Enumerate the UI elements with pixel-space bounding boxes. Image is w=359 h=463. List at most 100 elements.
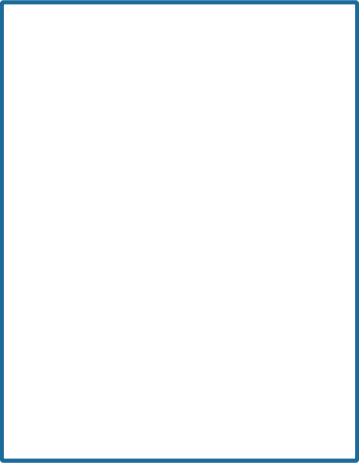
Circle shape [70,275,98,312]
Circle shape [74,280,93,304]
Circle shape [159,196,176,217]
Circle shape [43,153,57,172]
Circle shape [128,279,150,307]
Circle shape [44,280,62,304]
Circle shape [98,66,113,85]
Circle shape [123,363,146,393]
Circle shape [39,103,63,133]
Circle shape [70,365,88,389]
Circle shape [67,151,84,173]
Circle shape [102,195,119,218]
Circle shape [186,197,201,216]
Text: =: = [294,281,304,291]
Circle shape [71,239,89,261]
Circle shape [67,189,96,226]
Text: 7): 7) [14,320,24,330]
Text: 1): 1) [14,63,24,73]
FancyBboxPatch shape [13,6,52,25]
Circle shape [68,108,83,127]
Circle shape [149,152,165,172]
Circle shape [116,109,129,126]
Text: =: = [294,239,304,249]
Circle shape [39,149,62,177]
Circle shape [126,189,154,226]
Circle shape [172,146,198,180]
Circle shape [150,238,171,264]
Text: Learning: Learning [41,11,86,20]
Text: K5: K5 [14,11,26,20]
Text: 3): 3) [14,150,24,160]
Circle shape [138,109,151,126]
Circle shape [98,190,124,225]
Circle shape [95,234,122,268]
Circle shape [65,360,94,397]
Text: 2): 2) [14,105,24,115]
Text: Grade 2 Counting Money Worksheet: Grade 2 Counting Money Worksheet [18,42,163,51]
Circle shape [39,190,66,225]
Text: =: = [294,151,304,161]
Text: 8): 8) [14,365,24,375]
Text: =: = [294,366,304,376]
Circle shape [91,146,118,180]
Text: =: = [294,321,304,332]
Circle shape [110,316,136,350]
Circle shape [146,147,170,179]
Circle shape [182,193,205,222]
Text: ©  www.k5learning.com: © www.k5learning.com [252,444,345,453]
Circle shape [43,66,59,86]
Circle shape [65,104,87,132]
Circle shape [113,105,134,131]
Circle shape [127,239,144,261]
Circle shape [156,191,181,224]
Circle shape [104,281,121,303]
Circle shape [153,242,167,259]
Text: 4): 4) [14,194,24,204]
Text: =: = [294,195,304,206]
Circle shape [65,322,81,343]
Circle shape [43,107,59,127]
Circle shape [62,318,86,349]
Circle shape [88,320,108,347]
Circle shape [151,367,167,388]
Circle shape [43,239,61,261]
Circle shape [123,235,149,267]
Circle shape [148,363,172,394]
Circle shape [88,103,111,133]
Circle shape [95,361,122,395]
Text: 5): 5) [14,238,24,248]
Text: =: = [294,106,304,116]
Circle shape [119,147,144,179]
Circle shape [39,234,66,268]
Circle shape [114,321,131,344]
Circle shape [67,234,94,268]
Circle shape [99,366,117,388]
Circle shape [39,61,63,92]
Circle shape [174,360,202,397]
Circle shape [123,151,139,173]
Circle shape [91,324,104,341]
Circle shape [118,62,141,91]
Circle shape [122,66,137,85]
Circle shape [39,363,64,394]
Circle shape [127,368,142,387]
Circle shape [92,108,107,127]
Circle shape [130,194,149,219]
Circle shape [178,365,197,389]
Text: =: = [294,64,304,75]
Text: Add the coins.: Add the coins. [18,52,97,63]
Circle shape [39,320,60,347]
Circle shape [95,151,112,173]
Circle shape [43,324,56,341]
Circle shape [43,195,61,218]
Circle shape [135,105,156,131]
Circle shape [65,58,93,95]
Circle shape [69,63,88,88]
Circle shape [39,275,68,312]
Circle shape [43,367,59,388]
Circle shape [100,276,126,310]
Text: Counting British Money: Counting British Money [18,25,212,40]
Circle shape [72,194,90,219]
Text: Reading & Math for K-5: Reading & Math for K-5 [18,444,107,453]
Circle shape [131,283,146,302]
Text: 6): 6) [14,280,24,290]
